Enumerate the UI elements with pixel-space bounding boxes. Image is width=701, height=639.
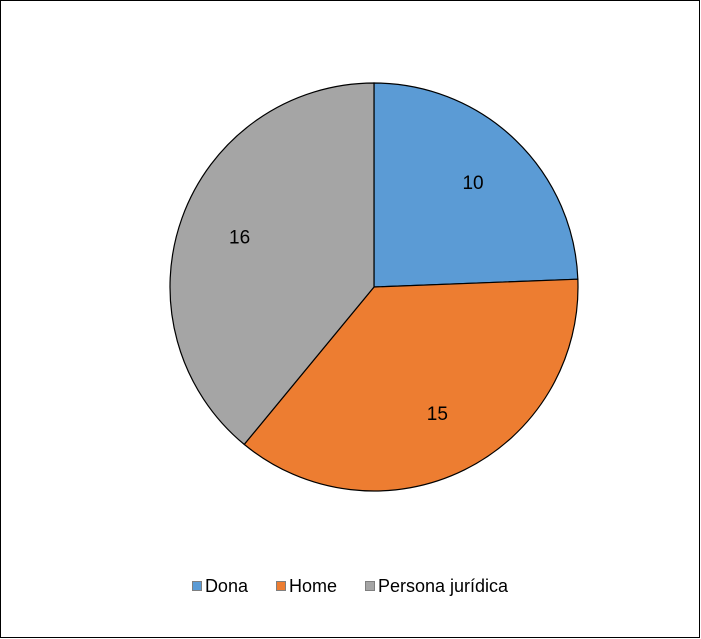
data-label-home: 15 bbox=[427, 404, 448, 425]
legend-label-persona-juridica: Persona jurídica bbox=[377, 575, 509, 596]
legend-item-dona[interactable]: Dona bbox=[191, 575, 248, 597]
legend-item-persona-juridica[interactable]: Persona jurídica bbox=[364, 575, 509, 597]
legend-label-home: Home bbox=[288, 575, 337, 596]
legend-label-dona: Dona bbox=[204, 575, 248, 596]
legend-swatch-persona-juridica bbox=[364, 581, 375, 591]
legend-swatch-dona bbox=[191, 581, 202, 591]
data-label-dona: 10 bbox=[462, 173, 483, 194]
legend-item-home[interactable]: Home bbox=[275, 575, 337, 597]
pie-slice-dona[interactable] bbox=[373, 82, 579, 288]
data-label-persona-juridica: 16 bbox=[229, 228, 250, 249]
legend-swatch-home bbox=[275, 581, 286, 591]
pie-slice-home[interactable] bbox=[243, 278, 579, 492]
legend: Dona Home Persona jurídica bbox=[0, 574, 700, 598]
pie-slice-persona-juridica[interactable] bbox=[169, 82, 375, 446]
